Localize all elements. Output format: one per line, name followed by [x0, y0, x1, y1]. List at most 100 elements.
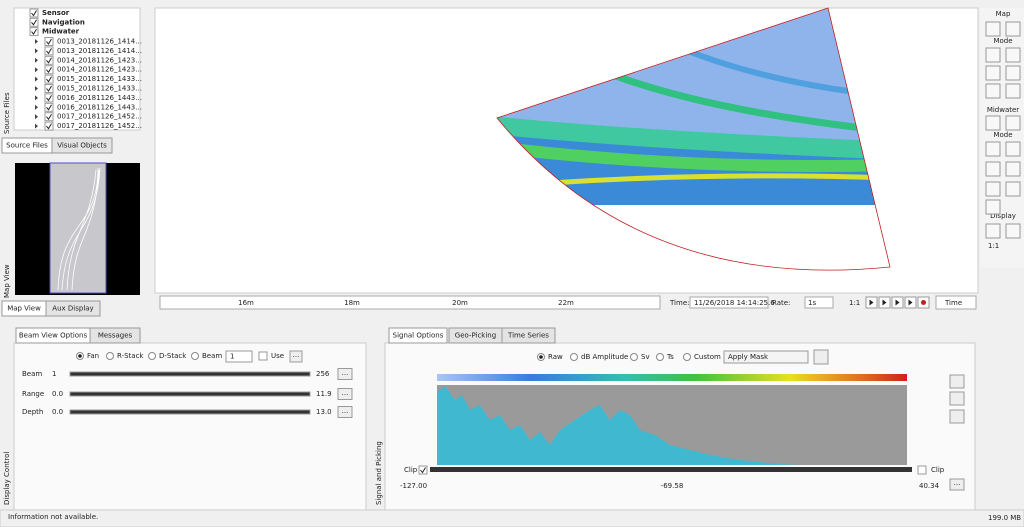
- check-mark: [46, 66, 52, 74]
- tool-button[interactable]: [985, 141, 1001, 157]
- button[interactable]: [949, 478, 965, 491]
- radio-label: Ts: [666, 353, 674, 361]
- checkbox[interactable]: [258, 351, 268, 361]
- mode-value: Time: [944, 299, 962, 307]
- tab-label: Beam View Options: [19, 332, 88, 340]
- expander: [35, 39, 38, 44]
- range-slider[interactable]: [69, 371, 311, 377]
- mask-dropdown[interactable]: [723, 350, 809, 364]
- tool-button[interactable]: [985, 223, 1001, 239]
- tool-button[interactable]: [1005, 65, 1021, 81]
- icon-button[interactable]: [949, 391, 965, 406]
- radio[interactable]: [191, 352, 199, 360]
- button[interactable]: [337, 406, 353, 418]
- tool-button[interactable]: [985, 161, 1001, 177]
- checkbox[interactable]: [418, 465, 428, 475]
- radio-label: Raw: [548, 353, 563, 361]
- expander: [35, 114, 38, 120]
- tool-button[interactable]: [1005, 21, 1021, 37]
- check-mark: [46, 48, 52, 55]
- tool-button[interactable]: [1005, 47, 1021, 63]
- time-field[interactable]: [689, 296, 769, 309]
- tool-button[interactable]: [985, 65, 1001, 81]
- checkbox[interactable]: [44, 84, 54, 93]
- tool-button[interactable]: [1005, 223, 1021, 239]
- tab[interactable]: [388, 327, 448, 344]
- checkbox[interactable]: [44, 102, 54, 112]
- range-slider[interactable]: [69, 409, 311, 415]
- row-min: 1: [52, 370, 56, 378]
- tool-button[interactable]: [985, 199, 1001, 215]
- playback-icon: [882, 299, 887, 306]
- playback-icon: [895, 299, 900, 306]
- checkbox[interactable]: [44, 46, 54, 56]
- checkbox[interactable]: [44, 112, 54, 122]
- clip-slider[interactable]: [430, 467, 912, 472]
- checkbox[interactable]: [44, 55, 54, 65]
- icon-button[interactable]: [949, 374, 965, 389]
- tab[interactable]: [89, 327, 141, 344]
- radio-label: Beam: [202, 352, 222, 360]
- tool-button[interactable]: [985, 115, 1001, 131]
- tab[interactable]: [45, 300, 101, 317]
- radio-label: D-Stack: [159, 352, 187, 360]
- radio-dot: [539, 355, 543, 359]
- tool-button[interactable]: [1005, 83, 1021, 99]
- mode-dropdown[interactable]: [935, 295, 977, 310]
- tab-label: Time Series: [507, 332, 549, 340]
- radio[interactable]: [148, 352, 156, 360]
- radio[interactable]: [656, 353, 664, 361]
- rate-field[interactable]: [804, 296, 834, 309]
- tool-button[interactable]: [985, 83, 1001, 99]
- range-slider[interactable]: [69, 391, 311, 397]
- checkbox[interactable]: [44, 121, 54, 131]
- scale-label: 40.34: [919, 482, 940, 490]
- tool-button[interactable]: [1005, 161, 1021, 177]
- checkbox[interactable]: [44, 65, 54, 75]
- checkbox[interactable]: [44, 93, 54, 103]
- tab-label: Source Files: [6, 142, 48, 150]
- time-value: 11/26/2018 14:14:25.6: [694, 299, 775, 307]
- tool-button[interactable]: [1005, 181, 1021, 197]
- timeline-tick: 22m: [558, 299, 574, 307]
- tab[interactable]: [501, 327, 556, 344]
- tab-label: Geo-Picking: [455, 332, 496, 340]
- checkbox[interactable]: [29, 8, 39, 18]
- icon-button[interactable]: [949, 409, 965, 424]
- radio-label: dB Amplitude: [581, 353, 628, 361]
- button-label: ...: [342, 369, 349, 377]
- radio-label: R-Stack: [117, 352, 144, 360]
- radio[interactable]: [630, 353, 638, 361]
- tab[interactable]: [51, 137, 113, 154]
- tool-button[interactable]: [985, 21, 1001, 37]
- button[interactable]: [337, 388, 353, 400]
- toolbar-section: Map: [996, 10, 1011, 18]
- checkbox[interactable]: [44, 74, 54, 84]
- scale-label: -69.58: [661, 482, 684, 490]
- radio[interactable]: [683, 353, 691, 361]
- tool-button[interactable]: [985, 181, 1001, 197]
- expander: [35, 76, 38, 82]
- check-mark: [31, 19, 37, 26]
- file-item: 0016_20181126_1443...: [57, 103, 142, 111]
- timeline-slider[interactable]: [159, 295, 661, 310]
- row-max: 11.9: [316, 390, 332, 398]
- spin-box[interactable]: [225, 350, 253, 363]
- expander: [35, 57, 38, 63]
- tab-label: Aux Display: [52, 305, 93, 313]
- tool-button[interactable]: [1005, 115, 1021, 131]
- tool-button[interactable]: [1005, 141, 1021, 157]
- tool-button[interactable]: [985, 47, 1001, 63]
- checkbox[interactable]: [917, 465, 927, 475]
- icon-button[interactable]: [813, 349, 829, 365]
- checkbox[interactable]: [44, 37, 54, 46]
- playback-icon: [908, 299, 913, 306]
- radio[interactable]: [570, 353, 578, 361]
- button[interactable]: [337, 368, 353, 380]
- checkbox[interactable]: [29, 17, 39, 27]
- check-mark: [31, 10, 37, 17]
- button[interactable]: [289, 350, 303, 363]
- checkbox[interactable]: [29, 27, 39, 37]
- radio[interactable]: [106, 352, 114, 360]
